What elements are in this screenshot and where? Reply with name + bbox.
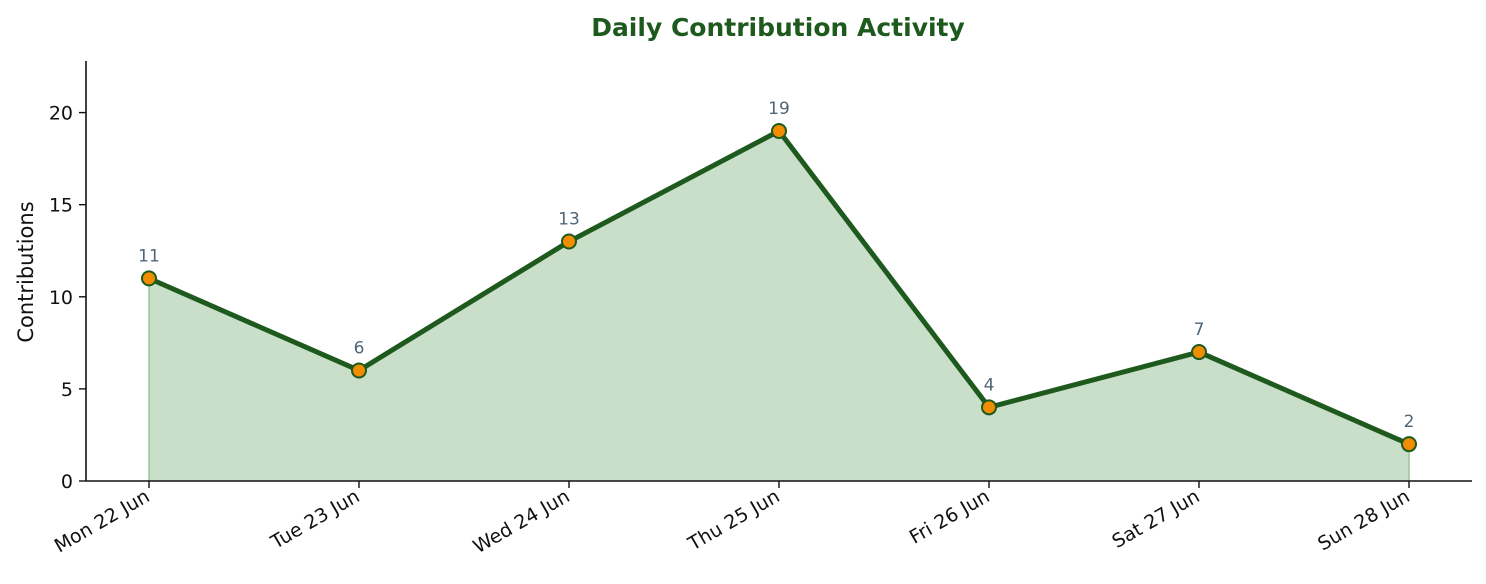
data-label: 6	[354, 338, 365, 358]
y-tick-label: 15	[49, 195, 73, 217]
x-tick-label: Wed 24 Jun	[470, 485, 574, 558]
x-tick-label: Sun 28 Jun	[1314, 485, 1413, 555]
x-tick-label: Thu 25 Jun	[684, 485, 784, 555]
data-label: 13	[558, 210, 580, 230]
data-point	[981, 399, 997, 416]
data-point	[561, 233, 577, 250]
data-label: 2	[1404, 412, 1415, 432]
area-fill	[149, 131, 1409, 481]
chart-title: Daily Contribution Activity	[591, 13, 965, 42]
data-label: 11	[138, 246, 160, 266]
data-point	[141, 270, 157, 287]
data-point	[771, 123, 787, 139]
y-tick-label: 20	[49, 103, 73, 125]
y-axis-label: Contributions	[14, 201, 38, 342]
y-tick-label: 10	[49, 287, 73, 309]
plot-area: 0 5 10 15 20 Mon 22 Jun Tue 23 Jun Wed 24 Jun Th…	[49, 61, 1472, 558]
y-tick-label: 0	[61, 471, 73, 493]
x-tick-label: Sat 27 Jun	[1108, 485, 1203, 553]
x-tick-label: Tue 23 Jun	[266, 485, 363, 554]
x-tick-label: Mon 22 Jun	[51, 485, 154, 557]
data-point	[1401, 436, 1417, 453]
y-tick-label: 5	[61, 379, 73, 401]
data-label: 19	[768, 99, 790, 119]
data-label: 7	[1194, 320, 1205, 340]
x-tick-label: Fri 26 Jun	[906, 485, 994, 548]
data-label: 4	[984, 375, 995, 395]
data-point	[1191, 344, 1207, 361]
data-point	[351, 362, 367, 379]
